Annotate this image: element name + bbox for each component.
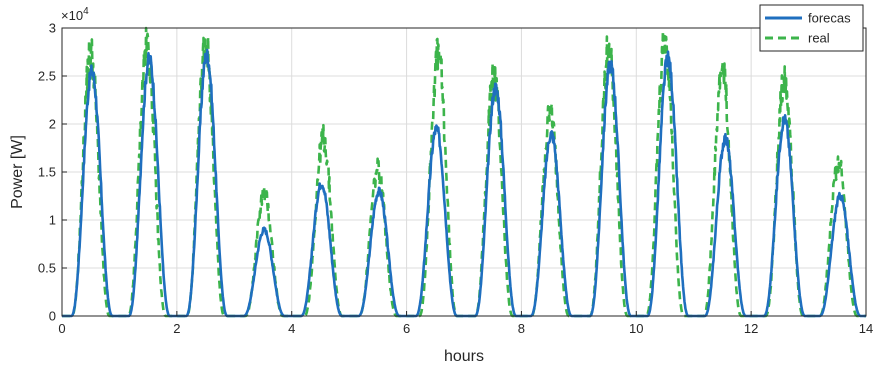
y-tick-label: 1.5	[38, 165, 56, 180]
peak-point-forecas	[494, 86, 496, 88]
y-tick-label: 1	[49, 213, 56, 228]
peak-point-real	[322, 137, 324, 139]
legend-label-real: real	[808, 31, 830, 46]
peak-point-real	[783, 75, 785, 77]
peak-point-real	[146, 43, 148, 45]
y-exponent-power: 4	[83, 6, 89, 17]
peak-point-real	[608, 48, 610, 50]
peak-point-real	[837, 161, 839, 163]
peak-point-forecas	[435, 128, 437, 130]
legend-box	[759, 4, 864, 52]
peak-point-real	[721, 70, 723, 72]
peak-point-forecas	[839, 195, 841, 197]
y-tick-label: 2	[49, 117, 56, 132]
y-tick-label: 3	[49, 21, 56, 36]
x-tick-label: 4	[288, 321, 295, 336]
x-tick-label: 8	[518, 321, 525, 336]
y-tick-label: 0.5	[38, 261, 56, 276]
peak-point-forecas	[91, 70, 93, 72]
peak-point-forecas	[378, 190, 380, 192]
x-tick-label: 2	[173, 321, 180, 336]
peak-point-forecas	[783, 118, 785, 120]
peak-point-forecas	[609, 63, 611, 65]
y-tick-label: 0	[49, 309, 56, 324]
y-exponent-base: ×10	[61, 8, 83, 23]
peak-point-forecas	[263, 228, 265, 230]
peak-point-real	[549, 111, 551, 113]
axis-ticks: 0 2 4 6 8 10 12 14 0 0.5 1 1.5 2 2.5 3	[38, 21, 873, 337]
peak-point-real	[493, 75, 495, 77]
peak-point-real	[437, 54, 439, 56]
y-exponent-label: ×104	[61, 6, 89, 23]
peak-point-forecas	[550, 132, 552, 134]
peak-point-real	[204, 41, 206, 43]
peak-point-real	[377, 169, 379, 171]
x-tick-label: 10	[629, 321, 643, 336]
peak-point-forecas	[148, 58, 150, 60]
x-tick-label: 6	[403, 321, 410, 336]
peak-point-real	[263, 192, 265, 194]
peak-point-real	[90, 51, 92, 53]
y-axis-label: Power [W]	[9, 135, 26, 209]
peak-point-real	[664, 41, 666, 43]
peak-point-forecas	[206, 54, 208, 56]
x-tick-label: 12	[744, 321, 758, 336]
y-tick-label: 2.5	[38, 69, 56, 84]
x-tick-label: 14	[859, 321, 873, 336]
legend-label-forecas: forecas	[808, 11, 851, 26]
peak-point-forecas	[667, 58, 669, 60]
x-tick-label: 0	[58, 321, 65, 336]
x-axis-label: hours	[444, 348, 484, 365]
peak-point-forecas	[724, 137, 726, 139]
legend: forecas real	[759, 4, 864, 52]
peak-point-forecas	[320, 182, 322, 184]
